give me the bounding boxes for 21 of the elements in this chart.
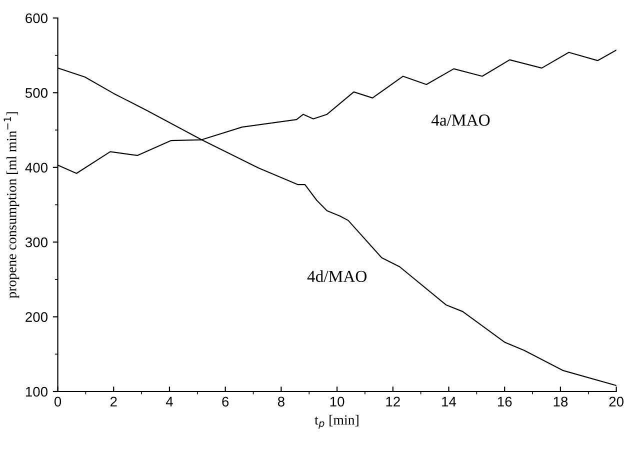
series-label: 4d/MAO: [307, 270, 367, 282]
x-tick-label: 10: [330, 396, 344, 407]
y-tick-label: 100: [26, 386, 48, 397]
y-tick-label: 600: [26, 13, 48, 24]
y-axis-title: propene consumption [ml min$^{−1}$]: [4, 112, 20, 298]
y-tick-label: 400: [25, 162, 48, 173]
x-tick-label: 6: [222, 396, 229, 407]
x-tick-label: 8: [278, 396, 284, 407]
series-label: 4a/MAO: [431, 114, 490, 126]
x-tick-label: 2: [110, 396, 117, 406]
y-tick-label: 200: [26, 312, 48, 322]
x-tick-label: 18: [554, 396, 568, 407]
x-tick-label: 4: [166, 396, 173, 406]
x-tick-label: 0: [54, 396, 62, 407]
x-tick-label: 14: [442, 396, 456, 406]
x-tick-label: 16: [498, 396, 512, 407]
x-tick-label: 20: [609, 396, 624, 407]
x-axis-title: t$_{p}$ [min]: [314, 414, 358, 429]
y-tick-label: 300: [25, 237, 48, 248]
y-tick-label: 500: [25, 88, 48, 98]
x-tick-label: 12: [386, 396, 400, 406]
